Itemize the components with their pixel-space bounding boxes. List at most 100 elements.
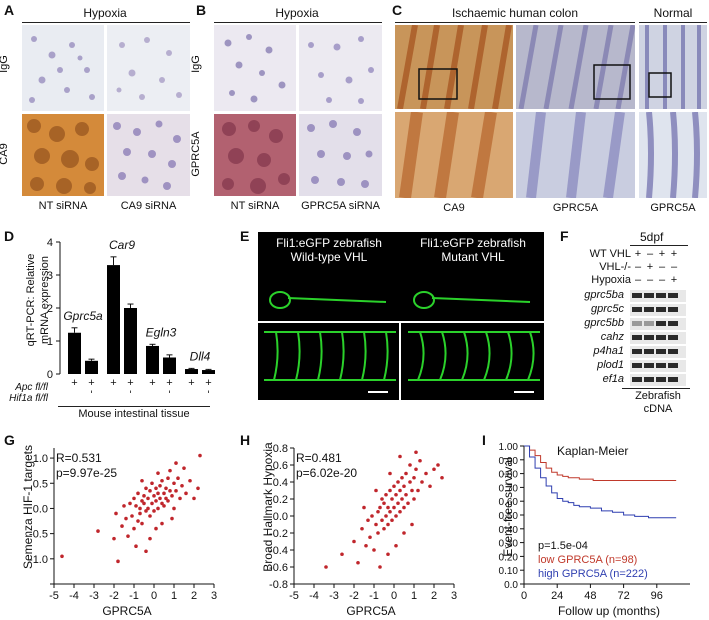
micrograph-a-igg-ca9	[107, 25, 190, 111]
panel-g-ytick-label: 0.0	[33, 503, 48, 515]
panel-f-condition-sign: +	[634, 248, 642, 260]
panel-h-xtick-label: 0	[391, 590, 397, 602]
panel-h-point	[340, 552, 344, 557]
panel-h-ytick-label: 0.2	[273, 494, 288, 506]
panel-f-gel-band	[644, 293, 654, 298]
panel-f-gene-label: cahz	[600, 331, 624, 343]
panel-g-point	[126, 534, 130, 538]
panel-g-xtick-label: -3	[89, 590, 99, 602]
panel-g-point	[144, 486, 148, 491]
panel-g-point	[154, 526, 158, 531]
cells-a1	[29, 36, 95, 103]
panel-h-point	[400, 475, 404, 480]
panel-h-point	[366, 518, 370, 523]
panel-g-point	[198, 453, 202, 458]
panel-h-point	[386, 552, 390, 557]
panel-h-point	[368, 535, 372, 540]
panel-d-hif-sign: +	[88, 388, 94, 393]
panel-f-caption-2: cDNA	[643, 403, 673, 415]
panel-f-gel-band	[656, 377, 666, 382]
panel-g-point	[136, 519, 140, 523]
panel-b-title: Hypoxia	[275, 6, 319, 20]
panel-g-point	[122, 504, 126, 508]
panel-a-title: Hypoxia	[83, 6, 127, 20]
panel-h-point	[402, 484, 406, 489]
panel-h-point	[398, 488, 402, 493]
panel-g-point	[114, 511, 118, 516]
panel-h-point	[420, 480, 424, 484]
panel-g-point	[162, 504, 166, 508]
panel-h-xtick-label: -3	[329, 590, 339, 602]
panel-g-point	[136, 491, 140, 496]
panel-h-point	[388, 471, 392, 476]
panel-g-point	[184, 491, 188, 496]
cells-a3	[27, 119, 99, 194]
panel-a-col-label-1: NT siRNA	[38, 200, 88, 212]
panel-g-p-text: p=9.97e-25	[56, 466, 118, 480]
panel-d-apc-sign: +	[127, 377, 133, 389]
panel-g-label: G	[4, 432, 15, 448]
panel-h-point	[382, 526, 386, 531]
panel-h-point	[416, 488, 420, 493]
panel-h-point	[376, 509, 380, 514]
panel-f-condition-sign: +	[670, 274, 678, 286]
panel-h-ytick-label: 0.8	[273, 443, 288, 455]
panel-h-xtick-label: 1	[411, 590, 417, 602]
panel-f-gel-band	[632, 349, 642, 354]
panel-g-point	[142, 494, 146, 498]
micrograph-b-igg-nt	[214, 25, 296, 111]
panel-g-point	[138, 511, 142, 516]
panel-g-point	[150, 501, 154, 506]
panel-d-hif-sign: +	[166, 388, 172, 393]
panel-h-point	[402, 505, 406, 510]
panel-g-point	[160, 521, 164, 526]
panel-h-point	[392, 505, 396, 510]
panel-f-caption-rule	[622, 388, 690, 389]
panel-h-point	[374, 522, 378, 527]
panel-i-ytick-label: 0.10	[499, 566, 519, 577]
micrograph-b-gprc5a-sirna	[299, 114, 382, 196]
panel-g-point	[146, 506, 150, 511]
panel-d-apc-sign: +	[188, 377, 194, 389]
panel-d-bar	[68, 332, 81, 374]
panel-g-point	[156, 506, 160, 511]
panel-f-gel-band	[644, 349, 654, 354]
panel-h-point	[406, 501, 410, 506]
panel-i-ytick-label: 0.70	[499, 483, 519, 494]
panel-f-gel-band	[632, 293, 642, 298]
panel-d-ylabel-1: qRT-PCR: Relative	[25, 253, 37, 347]
panel-d-ytick-label: 4	[47, 237, 53, 249]
panel-f-condition-sign: –	[670, 261, 678, 273]
panel-h-p-text: p=6.02e-20	[296, 466, 358, 480]
panel-g-point	[112, 536, 116, 541]
panel-h-scatter-plot: -5 -4 -3 -2 -1 0 1 2 3 -0.8 -0.6 -0.4 -0.2 0.0 0.2 0.4 0…	[269, 443, 457, 602]
panel-f-condition-label: VHL-/-	[599, 261, 631, 273]
panel-a-title-rule	[22, 22, 190, 23]
panel-f-gel-band	[644, 321, 654, 326]
cells-a4	[113, 120, 181, 190]
cells-b1	[224, 34, 286, 103]
panel-d-apc-sign: +	[205, 377, 211, 389]
panel-h-point	[404, 492, 408, 497]
panel-f-gene-label: plod1	[597, 359, 624, 371]
panel-d-xlabel: Mouse intestinal tissue	[78, 408, 190, 420]
panel-h-point	[418, 458, 422, 463]
micrograph-c-gprc5a-low	[516, 25, 635, 109]
panel-g-point	[156, 491, 160, 496]
panel-g-point	[148, 514, 152, 518]
panel-d-hif-sign: –	[110, 388, 117, 393]
panel-i-ytick-label: 0.50	[499, 511, 519, 522]
panel-h-point	[380, 518, 384, 523]
panel-b-title-rule	[214, 22, 382, 23]
panel-i-xtick-label: 48	[584, 590, 596, 602]
panel-g-point	[162, 491, 166, 496]
panel-f-gene-label: gprc5ba	[584, 289, 624, 301]
panel-h-ytick-label: -0.4	[269, 545, 288, 557]
panel-f-gene-label: gprc5bb	[584, 317, 624, 329]
panel-h-point	[398, 509, 402, 514]
panel-g-point	[134, 504, 138, 508]
panel-g-point	[148, 536, 152, 541]
micrograph-c-normal-low	[639, 25, 707, 109]
cells-a2	[116, 37, 182, 100]
